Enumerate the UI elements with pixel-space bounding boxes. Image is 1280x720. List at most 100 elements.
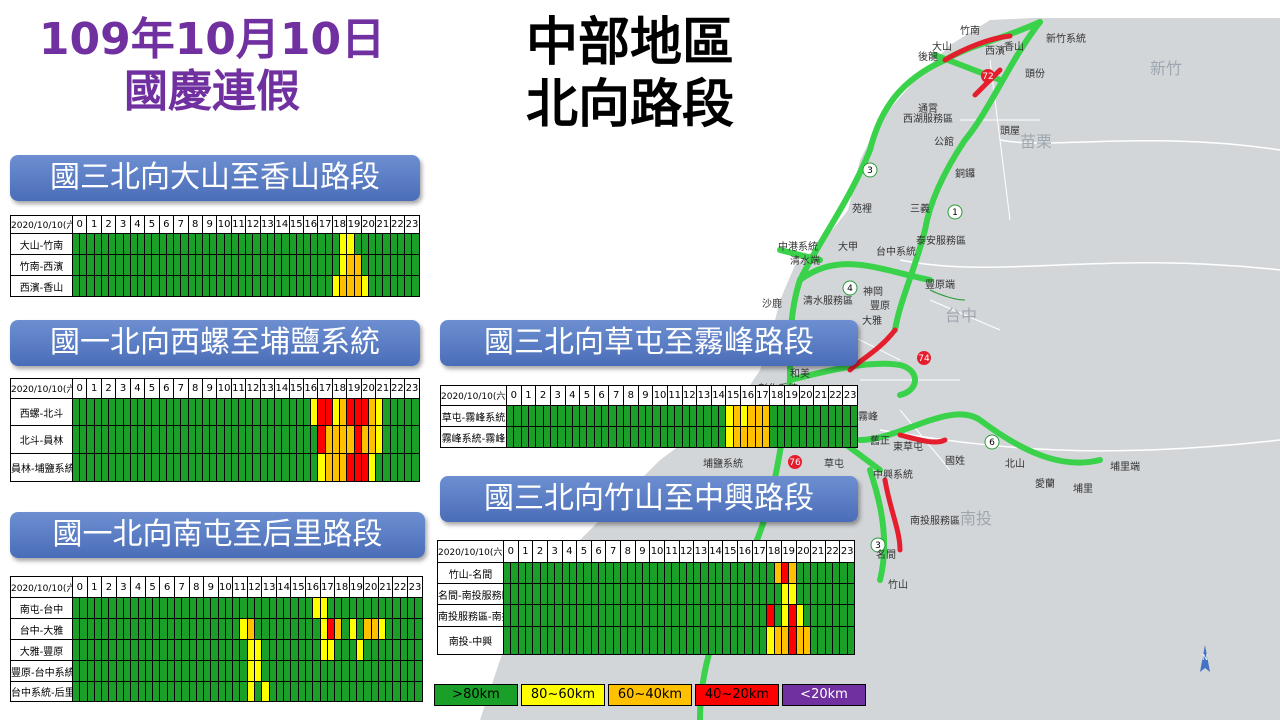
speed-cell: [539, 562, 548, 584]
speed-cell: [166, 618, 175, 640]
speed-cell: [274, 275, 283, 297]
speed-cell: [832, 562, 841, 584]
speed-cell: [238, 453, 247, 482]
speed-cell: [659, 405, 668, 427]
speed-cell: [766, 626, 775, 655]
table-row: 豐原-台中系統: [10, 660, 423, 682]
speed-cell: [266, 275, 276, 297]
speed-cell: [805, 405, 815, 427]
hour-header: 13: [693, 540, 709, 563]
speed-cell: [181, 618, 190, 640]
speed-cell: [295, 275, 305, 297]
speed-cell: [406, 639, 416, 661]
speed-cell: [324, 275, 333, 297]
speed-cell: [86, 453, 95, 482]
hour-header: 10: [217, 576, 234, 598]
speed-cell: [188, 618, 197, 640]
speed-cell: [115, 639, 124, 661]
speed-cell: [674, 426, 683, 448]
hour-header: 10: [216, 215, 232, 234]
speed-cell: [411, 275, 420, 297]
hour-header: 11: [230, 215, 247, 234]
speed-cell: [152, 639, 161, 661]
place-label: 草屯: [824, 459, 844, 470]
speed-table-dashan-xiangshan: 2020/10/10(六) 0 1 2 3 4 5 6 7 8 9 10 11 12 13 14 15 16 17 1…: [10, 215, 420, 297]
speed-cell: [832, 604, 841, 627]
speed-cell: [404, 453, 413, 482]
city-label: 台中: [945, 306, 978, 325]
segment-label: 竹山-名間: [437, 562, 504, 584]
speed-cell: [382, 233, 391, 255]
hour-header: 2: [101, 576, 117, 598]
speed-cell: [561, 583, 570, 605]
speed-cell: [259, 453, 268, 482]
hour-header: 4: [129, 378, 146, 399]
speed-cell: [546, 562, 556, 584]
speed-cell: [304, 681, 314, 702]
speed-cell: [122, 398, 131, 426]
speed-cell: [392, 681, 401, 702]
speed-cell: [290, 660, 299, 682]
speed-cell: [663, 583, 673, 605]
place-label: 豐原端: [925, 280, 955, 291]
speed-cell: [312, 639, 321, 661]
speed-cell: [71, 425, 81, 454]
hour-header: 20: [363, 576, 379, 598]
speed-cell: [180, 254, 189, 276]
place-label: 大甲: [838, 242, 858, 253]
speed-cell: [382, 425, 391, 454]
speed-cell: [317, 233, 326, 255]
speed-cell: [539, 604, 548, 627]
speed-cell: [769, 405, 778, 427]
speed-cell: [317, 254, 326, 276]
speed-cell: [674, 405, 683, 427]
hour-header: 8: [188, 576, 205, 598]
speed-cell: [377, 660, 387, 682]
speed-cell: [839, 562, 848, 584]
speed-cell: [619, 583, 629, 605]
speed-cell: [375, 254, 384, 276]
speed-cell: [576, 604, 585, 627]
speed-cell: [100, 453, 110, 482]
speed-cell: [295, 233, 305, 255]
speed-cell: [144, 597, 154, 619]
speed-cell: [630, 405, 639, 427]
speed-cell: [122, 254, 131, 276]
speed-cell: [136, 275, 146, 297]
route-shields: 3 1 4 6 3 72 74 76: [788, 69, 1000, 553]
speed-cell: [355, 660, 365, 682]
hour-header: 5: [144, 215, 160, 234]
speed-cell: [152, 660, 161, 682]
svg-text:4: 4: [847, 284, 853, 294]
speed-cell: [341, 639, 350, 661]
speed-cell: [312, 618, 321, 640]
segment-label: 竹南-西濱: [10, 254, 73, 276]
speed-cell: [622, 405, 632, 427]
table-row: 南投-中興: [437, 626, 856, 655]
hour-header: 12: [245, 215, 261, 234]
speed-cell: [187, 398, 196, 426]
speed-cell: [259, 398, 268, 426]
speed-cell: [367, 453, 377, 482]
hour-header: 13: [261, 576, 277, 598]
speed-cell: [341, 597, 350, 619]
speed-cell: [71, 398, 81, 426]
speed-cell: [520, 405, 529, 427]
speed-cell: [158, 453, 167, 482]
speed-cell: [404, 275, 413, 297]
place-label: 竹山: [888, 580, 908, 591]
speed-cell: [195, 618, 205, 640]
speed-cell: [246, 639, 256, 661]
speed-cell: [224, 660, 234, 682]
speed-cell: [246, 618, 256, 640]
hour-header: 7: [173, 378, 189, 399]
speed-cell: [245, 398, 254, 426]
speed-cell: [649, 583, 658, 605]
hour-header: 12: [245, 378, 261, 399]
speed-cell: [217, 597, 226, 619]
speed-cell: [622, 426, 632, 448]
speed-cell: [281, 275, 290, 297]
freeway-casing: [929, 289, 966, 301]
speed-cell: [254, 618, 263, 640]
speed-cell: [288, 233, 297, 255]
